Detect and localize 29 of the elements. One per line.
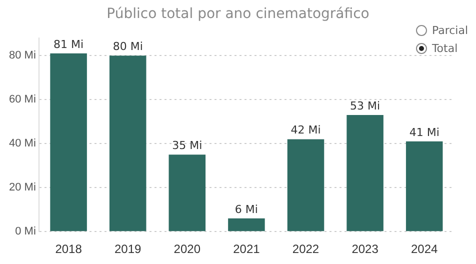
y-tick-label: 40 Mi [8,138,36,150]
x-tick-label: 2022 [292,242,320,256]
data-label: 6 Mi [234,202,258,216]
bar [287,139,324,232]
x-tick-label: 2021 [233,242,260,256]
data-label: 53 Mi [350,99,380,112]
x-tick-label: 2024 [411,242,438,256]
data-label: 42 Mi [290,124,321,137]
x-tick-label: 2020 [174,242,201,256]
x-tick-label: 2023 [352,242,379,256]
data-label: 41 Mi [409,126,440,139]
text: Parcial [432,24,468,37]
data-label: 80 Mi [112,40,143,53]
data-label: 35 Mi [172,138,202,152]
bar [109,56,146,232]
text: Total [432,42,458,55]
data-label: 81 Mi [54,38,84,51]
bar [168,154,206,232]
bar [228,218,265,232]
bar [346,115,384,232]
y-tick-label: 60 Mi [8,94,36,106]
bar [50,53,87,232]
bar [406,141,443,232]
x-tick-label: 2018 [55,242,82,256]
y-tick-label: 80 Mi [8,50,36,62]
y-tick-label: 20 Mi [8,182,36,194]
y-tick-label: 0 Mi [15,226,36,238]
x-tick-label: 2019 [114,242,142,256]
chart-title: Público total por ano cinematográfico [106,6,370,22]
